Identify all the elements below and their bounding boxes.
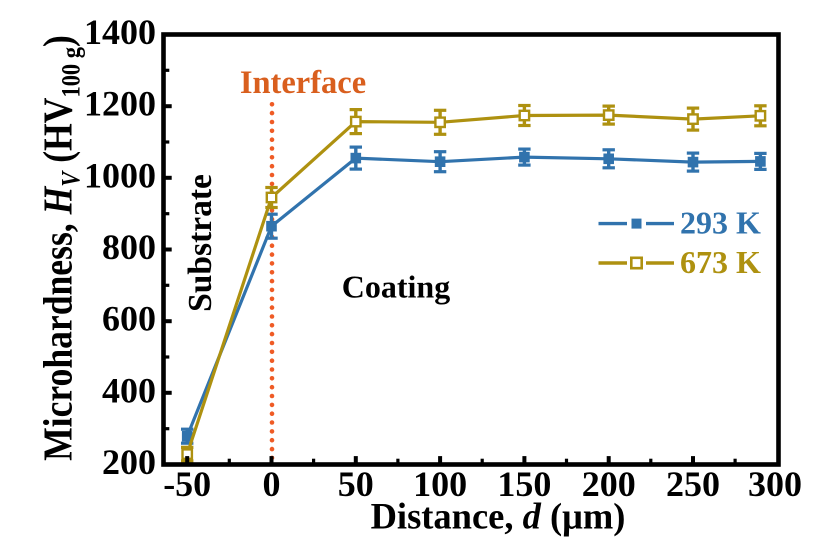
svg-text:293 K: 293 K — [680, 205, 761, 241]
svg-text:1200: 1200 — [84, 84, 156, 124]
svg-text:50: 50 — [338, 464, 374, 504]
svg-text:Microhardness, HV (HV100 g): Microhardness, HV (HV100 g) — [36, 35, 86, 461]
svg-text:-50: -50 — [163, 464, 211, 504]
svg-text:150: 150 — [497, 464, 551, 504]
svg-text:1000: 1000 — [84, 155, 156, 195]
svg-text:Interface: Interface — [240, 65, 366, 101]
svg-text:Distance, d (μm): Distance, d (μm) — [371, 496, 626, 537]
svg-text:800: 800 — [102, 227, 156, 267]
svg-text:100: 100 — [413, 464, 467, 504]
svg-text:0: 0 — [263, 464, 281, 504]
svg-text:Coating: Coating — [342, 269, 450, 305]
svg-text:600: 600 — [102, 299, 156, 339]
svg-text:250: 250 — [666, 464, 720, 504]
svg-text:200: 200 — [582, 464, 636, 504]
svg-text:200: 200 — [102, 442, 156, 482]
svg-text:1400: 1400 — [84, 12, 156, 52]
svg-text:673 K: 673 K — [680, 244, 761, 280]
svg-text:300: 300 — [748, 464, 802, 504]
svg-text:Substrate: Substrate — [182, 174, 219, 312]
svg-text:400: 400 — [102, 370, 156, 410]
